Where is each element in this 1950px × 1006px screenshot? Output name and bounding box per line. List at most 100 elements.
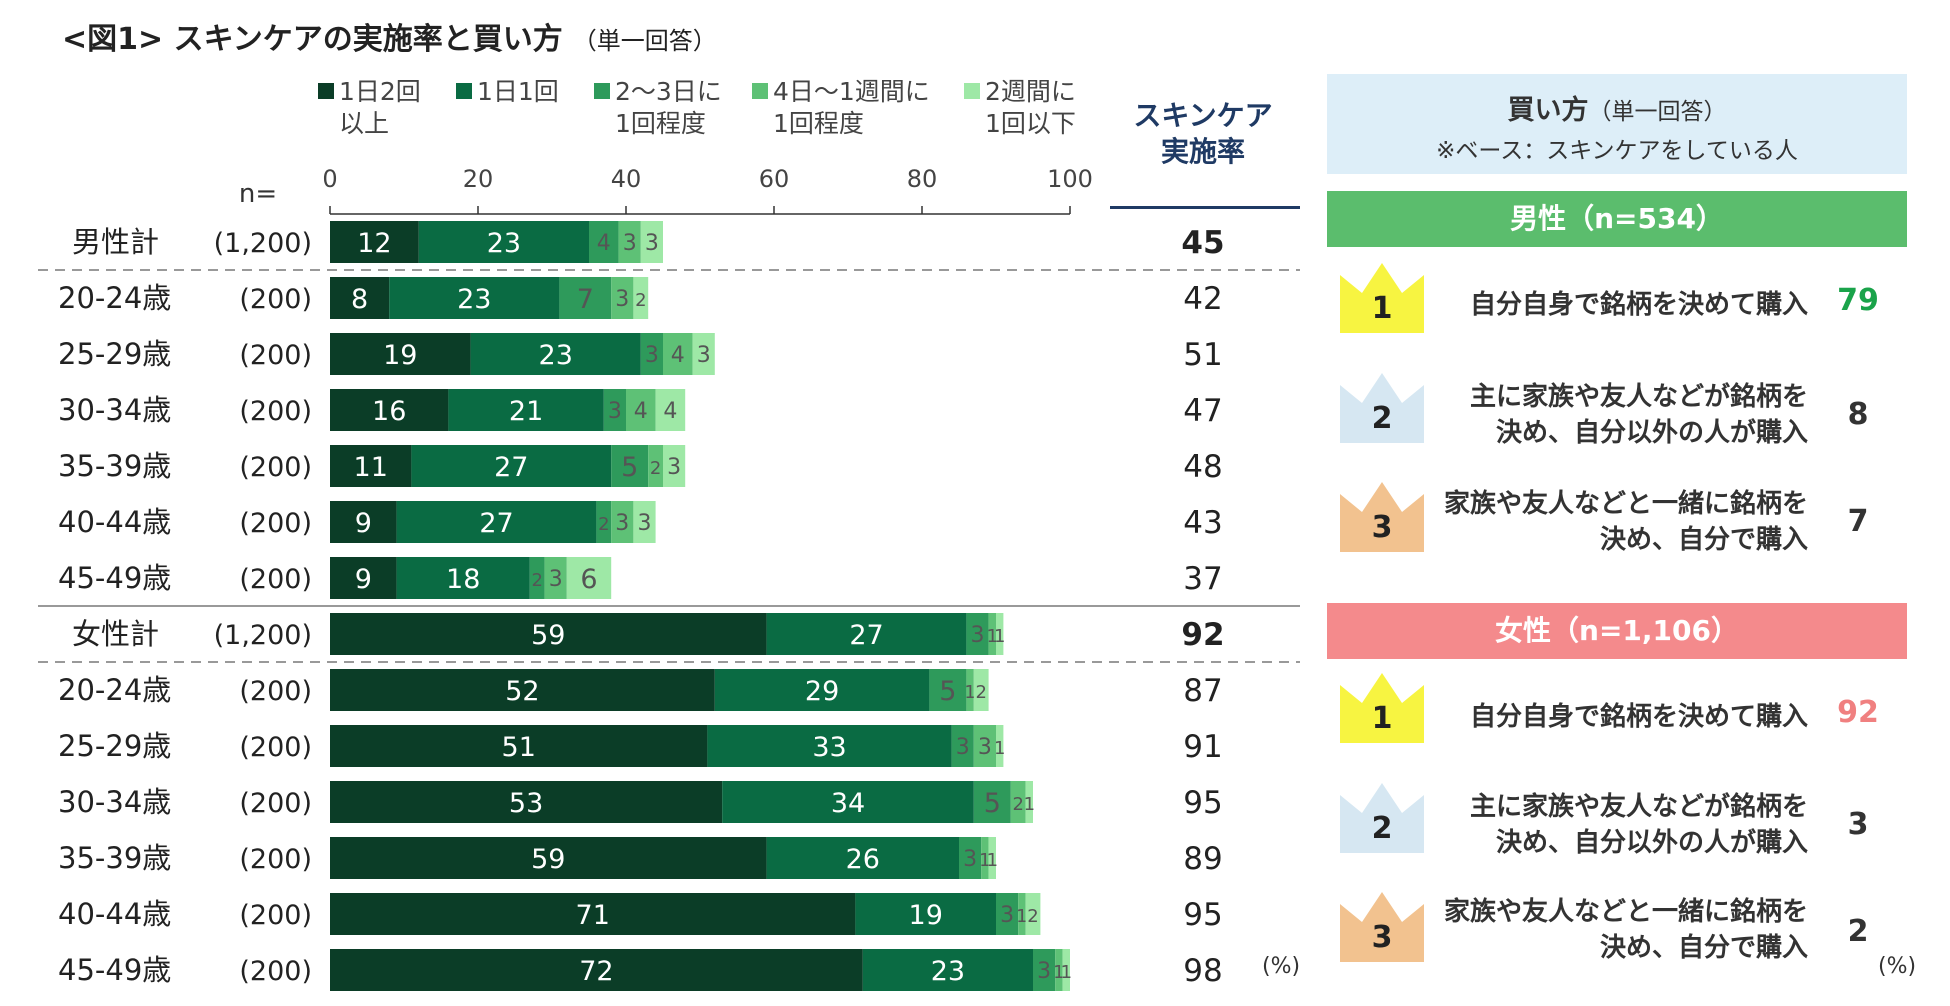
bar-value-label: 2: [635, 290, 646, 311]
bar-segment: [633, 501, 656, 543]
bar-value-label: 3: [645, 231, 659, 256]
row-label: 30-34歳: [58, 785, 171, 819]
bar-value-label: 4: [634, 399, 648, 424]
row-label: 女性計: [72, 617, 159, 651]
bar-segment: [929, 669, 967, 711]
male-rank-1-value: 79: [1837, 283, 1879, 318]
bar-segment: [966, 613, 989, 655]
bar-segment: [611, 445, 649, 487]
bar-value-label: 1: [1053, 962, 1064, 983]
bar-segment: [611, 501, 634, 543]
female-rank-1-row: 1 自分自身で銘柄を決めて購入 92: [1340, 673, 1900, 753]
legend-item-4: 4日〜1週間に 1回程度: [752, 76, 930, 140]
bar-value-label: 16: [372, 396, 406, 427]
bar-segment: [973, 725, 996, 767]
bar-value-label: 6: [580, 564, 597, 595]
row-n-label: (200): [239, 508, 312, 539]
bar-segment: [996, 893, 1019, 935]
bar-value-label: 29: [805, 676, 839, 707]
bar-value-label: 23: [931, 956, 965, 987]
bar-value-label: 53: [509, 788, 543, 819]
male-rank-2-number: 2: [1371, 401, 1393, 436]
bar-segment: [618, 221, 641, 263]
bar-value-label: 11: [354, 452, 388, 483]
rate-value: 91: [1183, 729, 1222, 765]
bar-value-label: 5: [984, 788, 1001, 819]
male-rank-3-number: 3: [1371, 510, 1393, 545]
legend-label-3b: 1回程度: [615, 109, 706, 138]
bar-value-label: 33: [812, 732, 846, 763]
bar-value-label: 3: [638, 511, 652, 536]
bar-value-label: 2: [1027, 906, 1038, 927]
legend-item-2: 1日1回: [456, 76, 559, 108]
bar-segment: [996, 613, 1004, 655]
buy-method-header: 買い方（単一回答） ※ベース：スキンケアをしている人: [1327, 74, 1907, 174]
row-label: 30-34歳: [58, 393, 171, 427]
bar-value-label: 19: [909, 900, 943, 931]
bar-value-label: 5: [621, 452, 638, 483]
rate-value: 47: [1183, 393, 1222, 429]
bar-value-label: 18: [446, 564, 480, 595]
bar-value-label: 3: [645, 343, 659, 368]
legend-label-1b: 以上: [339, 109, 390, 138]
rate-value: 95: [1183, 897, 1222, 933]
legend-label-3a: 2〜3日に: [615, 77, 722, 106]
percent-unit-panel: (%): [1878, 954, 1917, 979]
figure-title: <図1> スキンケアの実施率と買い方 （単一回答）: [62, 14, 717, 58]
bar-value-label: 72: [579, 956, 613, 987]
n-label: n=: [239, 179, 277, 209]
row-n-label: (200): [239, 844, 312, 875]
row-n-label: (200): [239, 956, 312, 987]
bar-value-label: 9: [355, 564, 372, 595]
male-rank-3-value: 7: [1847, 504, 1869, 539]
x-tick-label: 40: [611, 165, 642, 193]
female-rank-3-row: 3 家族や友人などと一緒に銘柄を 決め、自分で購入 2: [1340, 892, 1900, 972]
female-rank-1-number: 1: [1371, 701, 1393, 736]
rate-header-underline: [1110, 206, 1300, 209]
row-n-label: (200): [239, 340, 312, 371]
rate-value: 51: [1183, 337, 1222, 373]
bar-value-label: 2: [650, 458, 661, 479]
figure-title-main: <図1> スキンケアの実施率と買い方: [62, 22, 563, 57]
figure-title-note: （単一回答）: [572, 27, 717, 55]
bar-segment: [855, 893, 996, 935]
bar-value-label: 3: [1000, 903, 1014, 928]
bar-segment: [470, 333, 641, 375]
row-label: 35-39歳: [58, 841, 171, 875]
legend-swatch-3: [594, 83, 610, 99]
bar-segment: [714, 669, 930, 711]
bar-segment: [330, 893, 856, 935]
bar-segment: [663, 333, 693, 375]
crown-bronze-icon: 3: [1340, 482, 1424, 552]
female-rank-3-number: 3: [1371, 920, 1393, 955]
bar-segment: [951, 725, 974, 767]
rate-value: 37: [1183, 561, 1222, 597]
male-rank-1-row: 1 自分自身で銘柄を決めて購入 79: [1340, 263, 1900, 343]
bar-value-label: 3: [963, 847, 977, 872]
bar-value-label: 59: [531, 620, 565, 651]
bar-segment: [640, 221, 663, 263]
bar-value-label: 51: [502, 732, 536, 763]
legend-label-5a: 2週間に: [985, 77, 1076, 106]
female-rank-2-value: 3: [1847, 807, 1869, 842]
row-label: 45-49歳: [58, 953, 171, 987]
legend-label-4a: 4日〜1週間に: [773, 77, 930, 106]
bar-segment: [330, 837, 767, 879]
bar-segment: [330, 557, 397, 599]
bar-segment: [544, 557, 567, 599]
bar-segment: [722, 781, 974, 823]
bar-segment: [330, 445, 412, 487]
bar-segment: [1025, 893, 1041, 935]
bar-segment: [973, 669, 989, 711]
rate-value: 92: [1181, 617, 1224, 653]
bar-segment: [966, 669, 974, 711]
bar-segment: [411, 445, 612, 487]
female-rank-2-row: 2 主に家族や友人などが銘柄を 決め、自分以外の人が購入 3: [1340, 783, 1900, 863]
legend-item-1: 1日2回 以上: [318, 76, 421, 140]
female-rank-1-value: 92: [1837, 695, 1879, 730]
bar-segment: [596, 501, 612, 543]
male-rank-3-text: 家族や友人などと一緒に銘柄を 決め、自分で購入: [1443, 489, 1808, 555]
bar-segment: [603, 389, 626, 431]
x-tick-label: 80: [907, 165, 938, 193]
